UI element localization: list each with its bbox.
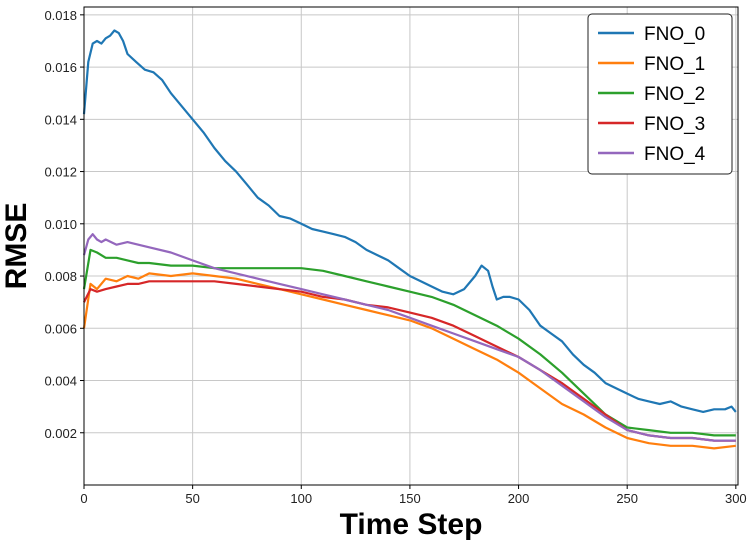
- legend-label: FNO_2: [644, 84, 705, 105]
- x-tick-label: 100: [290, 491, 312, 506]
- legend-label: FNO_1: [644, 54, 705, 75]
- y-axis-ticks: 0.002 0.004 0.006 0.008 0.010 0.012 0.014 0.016…: [44, 8, 84, 441]
- legend-label: FNO_3: [644, 114, 705, 135]
- y-tick-label: 0.012: [44, 165, 77, 180]
- series-line-fno-4: [82, 233, 736, 442]
- x-tick-label: 50: [185, 491, 199, 506]
- series-line-fno-0: [82, 29, 737, 413]
- plot-frame: [83, 6, 739, 486]
- x-tick-label: 250: [616, 491, 638, 506]
- x-axis-title: Time Step: [340, 508, 483, 541]
- legend-box: [587, 13, 733, 175]
- y-tick-label: 0.008: [44, 269, 77, 284]
- y-axis-title: RMSE: [0, 203, 33, 290]
- x-tick-label: 300: [725, 491, 747, 506]
- y-tick-label: 0.002: [44, 426, 77, 441]
- series-line-fno-1: [82, 272, 736, 450]
- y-tick-label: 0.016: [44, 60, 77, 75]
- legend-label: FNO_4: [644, 144, 706, 165]
- x-tick-label: 200: [508, 491, 530, 506]
- y-tick-label: 0.006: [44, 321, 77, 336]
- y-tick-label: 0.018: [44, 8, 77, 23]
- y-tick-label: 0.010: [44, 217, 77, 232]
- legend-label: FNO_0: [644, 24, 705, 45]
- y-tick-label: 0.014: [44, 112, 77, 127]
- y-tick-label: 0.004: [44, 374, 77, 389]
- x-axis-ticks: 0 50 100 150 200 250 300: [80, 485, 747, 506]
- x-tick-label: 0: [80, 491, 87, 506]
- x-tick-label: 150: [399, 491, 421, 506]
- legend: FNO_0 FNO_1 FNO_2 FNO_3 FNO_4: [587, 13, 733, 175]
- series-lines: [82, 29, 737, 450]
